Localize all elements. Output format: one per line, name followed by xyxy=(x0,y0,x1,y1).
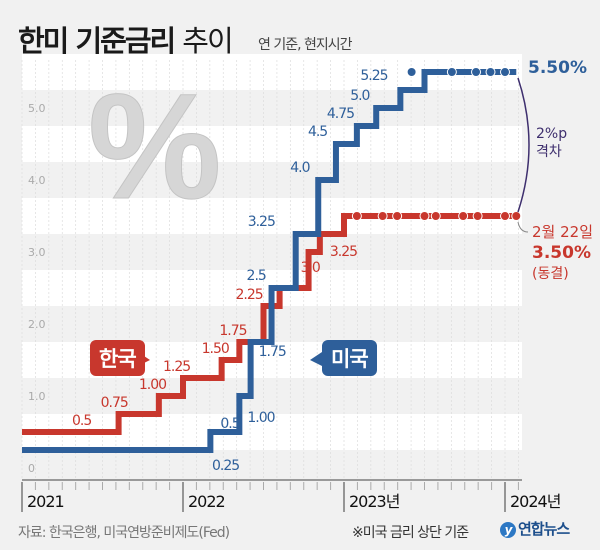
x-tick-label: 2023년 xyxy=(349,492,400,511)
x-tick-label: 2022 xyxy=(188,492,225,511)
gap-label: 2%p xyxy=(536,126,567,142)
us-rate-line xyxy=(22,69,517,453)
y-tick-label: 1.0 xyxy=(28,390,46,403)
y-tick-label: 3.0 xyxy=(28,246,46,259)
korea-callout-line xyxy=(517,221,529,233)
data-label: 4.5 xyxy=(308,124,327,140)
data-label: 2.25 xyxy=(236,287,263,303)
logo: y 연합뉴스 xyxy=(500,518,570,539)
gap-bracket xyxy=(517,77,530,213)
data-label: 4.0 xyxy=(290,160,309,176)
title-bold: 한미 기준금리 xyxy=(18,24,176,58)
data-label: 1.00 xyxy=(247,410,274,426)
hold-point xyxy=(500,211,510,221)
y-tick-label: 4.0 xyxy=(28,174,46,187)
data-label: 5.0 xyxy=(350,88,369,104)
legend-us-pointer xyxy=(310,352,322,366)
hold-point xyxy=(471,67,482,77)
hold-point xyxy=(419,211,430,221)
korea-final-label: 3.50% xyxy=(532,243,591,263)
data-label: 0.5 xyxy=(220,416,239,432)
data-label: 1.75 xyxy=(219,323,246,339)
hold-point xyxy=(406,67,417,77)
chart-title: 한미 기준금리 추이 xyxy=(18,18,234,60)
y-tick-label: 2.0 xyxy=(28,318,46,331)
logo-text: 연합뉴스 xyxy=(518,520,570,538)
us-final-label: 5.50% xyxy=(528,58,587,78)
hold-point xyxy=(511,211,522,221)
data-label: 3.0 xyxy=(301,260,320,276)
data-label: 1.25 xyxy=(163,359,190,375)
chart-subtitle: 연 기준, 현지시간 xyxy=(258,37,353,53)
hold-point xyxy=(351,211,362,221)
data-label: 0.75 xyxy=(101,395,128,411)
gap-label: 격차 xyxy=(536,144,562,160)
x-tick-label: 2021 xyxy=(27,492,64,511)
data-label: 4.75 xyxy=(327,106,354,122)
hold-point xyxy=(458,211,469,221)
y-tick-label: 5.0 xyxy=(28,102,46,115)
hold-point xyxy=(500,67,510,77)
korea-status-label: (동결) xyxy=(532,266,569,282)
note-text: ※미국 금리 상단 기준 xyxy=(352,525,469,541)
hold-point xyxy=(472,211,483,221)
data-label: 3.25 xyxy=(330,244,357,260)
data-label: 0.5 xyxy=(72,413,91,429)
grid-band xyxy=(22,126,522,162)
hold-point xyxy=(392,211,403,221)
x-tick-label: 2024년 xyxy=(510,492,561,511)
source-text: 자료: 한국은행, 미국연방준비제도(Fed) xyxy=(18,525,230,541)
logo-icon: y xyxy=(500,522,516,538)
data-label: 1.50 xyxy=(202,341,229,357)
y-tick-label: 0 xyxy=(28,462,35,475)
data-label: 1.00 xyxy=(139,377,166,393)
hold-point xyxy=(485,67,496,77)
data-label: 3.25 xyxy=(248,214,275,230)
legend-korea: 한국 xyxy=(90,340,145,376)
percent-decoration-icon: % xyxy=(88,62,221,230)
data-label: 0.25 xyxy=(212,458,239,474)
hold-point xyxy=(446,67,457,77)
data-label: 1.75 xyxy=(259,344,286,360)
title-light: 추이 xyxy=(182,24,233,58)
data-label: 2.5 xyxy=(247,268,266,284)
data-label: 5.25 xyxy=(360,68,387,84)
legend-us: 미국 xyxy=(322,340,377,376)
hold-point xyxy=(377,211,388,221)
hold-point xyxy=(430,211,441,221)
korea-date-label: 2월 22일 xyxy=(532,223,593,241)
